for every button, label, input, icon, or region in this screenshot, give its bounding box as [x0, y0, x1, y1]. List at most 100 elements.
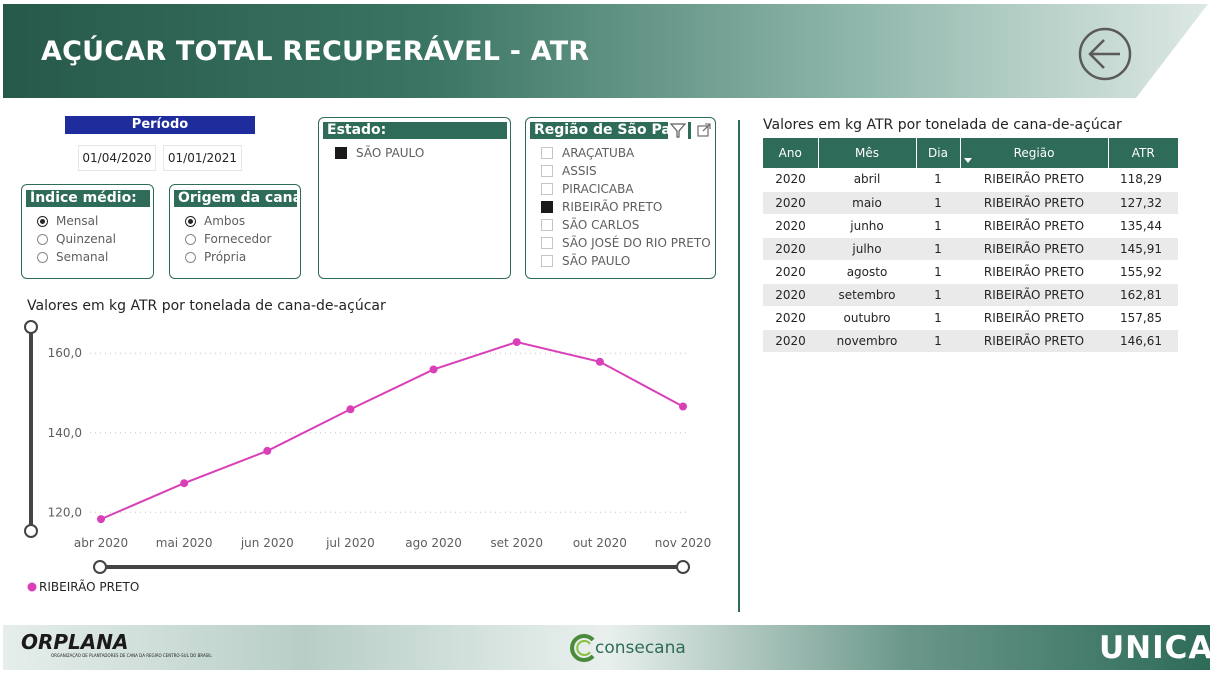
data-point[interactable]	[263, 446, 272, 455]
radio-quinzenal[interactable]: Quinzenal	[37, 231, 116, 247]
regiao-item-sao-carlos[interactable]: SÃO CARLOS	[541, 217, 639, 233]
radio-empty-icon	[37, 233, 48, 245]
x-zoom-slider-handle-right[interactable]	[676, 560, 690, 574]
filter-icon[interactable]	[668, 121, 688, 139]
header-background	[3, 4, 1208, 98]
y-zoom-slider-handle-bottom[interactable]	[24, 524, 38, 538]
cell-mes: outubro	[818, 306, 916, 330]
checkbox-label: SÃO PAULO	[356, 146, 425, 160]
column-header-dia[interactable]: Dia	[916, 138, 961, 168]
table-header-row: Ano Mês Dia Região ATR	[763, 138, 1178, 168]
consecana-logo-text: consecana	[595, 638, 686, 658]
cell-mes: julho	[818, 237, 916, 261]
data-point[interactable]	[595, 357, 604, 366]
radio-selected-icon	[185, 215, 196, 227]
cell-atr: 157,85	[1108, 306, 1178, 330]
cell-atr: 155,92	[1108, 260, 1178, 284]
origem-cana-slicer: Origem da cana:	[169, 184, 301, 279]
regiao-item-sao-paulo[interactable]: SÃO PAULO	[541, 253, 630, 269]
radio-propria[interactable]: Própria	[185, 249, 246, 265]
data-point[interactable]	[512, 338, 521, 347]
checkbox-label: ARAÇATUBA	[562, 146, 635, 160]
cell-dia: 1	[916, 214, 960, 238]
regiao-item-piracicaba[interactable]: PIRACICABA	[541, 181, 634, 197]
indice-medio-title: Índice médio:	[26, 190, 150, 207]
cell-dia: 1	[916, 237, 960, 261]
radio-label: Ambos	[204, 214, 246, 228]
radio-empty-icon	[185, 233, 196, 245]
end-date-input[interactable]: 01/01/2021	[163, 145, 242, 171]
checkbox-checked-icon	[335, 147, 347, 159]
table-row: 2020 abril 1 RIBEIRÃO PRETO 118,29	[763, 168, 1178, 192]
footer-banner: ORPLANA ORGANIZAÇÃO DE PLANTADORES DE CA…	[3, 625, 1210, 670]
orplana-logo: ORPLANA ORGANIZAÇÃO DE PLANTADORES DE CA…	[21, 631, 212, 665]
cell-ano: 2020	[763, 283, 818, 307]
table-row: 2020 julho 1 RIBEIRÃO PRETO 145,91	[763, 237, 1178, 261]
back-arrow-icon[interactable]	[1077, 26, 1133, 82]
cell-ano: 2020	[763, 191, 818, 215]
cell-dia: 1	[916, 306, 960, 330]
start-date-input[interactable]: 01/04/2020	[78, 145, 156, 171]
periodo-label: Período	[65, 116, 255, 134]
column-header-regiao[interactable]: Região	[960, 138, 1109, 168]
estado-item-sao-paulo[interactable]: SÃO PAULO	[335, 145, 424, 161]
cell-atr: 135,44	[1108, 214, 1178, 238]
cell-ano: 2020	[763, 260, 818, 284]
regiao-item-assis[interactable]: ASSIS	[541, 163, 597, 179]
radio-empty-icon	[185, 251, 196, 263]
radio-label: Semanal	[56, 250, 109, 264]
data-point[interactable]	[346, 405, 355, 414]
cell-dia: 1	[916, 168, 960, 192]
cell-regiao: RIBEIRÃO PRETO	[960, 191, 1108, 215]
radio-mensal[interactable]: Mensal	[37, 213, 98, 229]
checkbox-label: SÃO CARLOS	[562, 218, 640, 232]
regiao-item-aracatuba[interactable]: ARAÇATUBA	[541, 145, 634, 161]
checkbox-icon	[541, 255, 553, 267]
regiao-item-sao-jose-do-rio-preto[interactable]: SÃO JOSÉ DO RIO PRETO	[541, 235, 711, 251]
radio-label: Mensal	[56, 214, 99, 228]
cell-mes: setembro	[818, 283, 916, 307]
cell-mes: maio	[818, 191, 916, 215]
cell-atr: 127,32	[1108, 191, 1178, 215]
table-row: 2020 junho 1 RIBEIRÃO PRETO 135,44	[763, 214, 1178, 238]
cell-ano: 2020	[763, 329, 818, 353]
radio-fornecedor[interactable]: Fornecedor	[185, 231, 271, 247]
page-title: AÇÚCAR TOTAL RECUPERÁVEL - ATR	[41, 36, 590, 67]
cell-ano: 2020	[763, 237, 818, 261]
radio-label: Fornecedor	[204, 232, 272, 246]
cell-mes: novembro	[818, 329, 916, 353]
cell-ano: 2020	[763, 306, 818, 330]
cell-regiao: RIBEIRÃO PRETO	[960, 306, 1108, 330]
indice-medio-slicer: Índice médio:	[21, 184, 154, 279]
radio-label: Própria	[204, 250, 247, 264]
radio-ambos[interactable]: Ambos	[185, 213, 245, 229]
x-zoom-slider-handle-left[interactable]	[93, 560, 107, 574]
data-point[interactable]	[180, 479, 189, 488]
data-point[interactable]	[429, 365, 438, 374]
y-zoom-slider-handle-top[interactable]	[24, 320, 38, 334]
x-tick-label: set 2020	[490, 536, 543, 550]
header-banner: AÇÚCAR TOTAL RECUPERÁVEL - ATR	[3, 4, 1210, 98]
data-point[interactable]	[679, 402, 687, 411]
cell-regiao: RIBEIRÃO PRETO	[960, 260, 1108, 284]
checkbox-label: SÃO PAULO	[562, 254, 631, 268]
regiao-item-ribeirao-preto[interactable]: RIBEIRÃO PRETO	[541, 199, 662, 215]
focus-mode-icon[interactable]	[695, 121, 713, 139]
x-tick-label: jun 2020	[240, 536, 294, 550]
checkbox-icon	[541, 147, 553, 159]
footer-background	[3, 625, 1210, 670]
column-header-atr[interactable]: ATR	[1108, 138, 1178, 168]
column-header-mes[interactable]: Mês	[818, 138, 917, 168]
cell-ano: 2020	[763, 214, 818, 238]
data-point[interactable]	[97, 515, 105, 524]
series-line	[100, 341, 684, 521]
checkbox-label: PIRACICABA	[562, 182, 634, 196]
table-row: 2020 novembro 1 RIBEIRÃO PRETO 146,61	[763, 329, 1178, 353]
cell-dia: 1	[916, 329, 960, 353]
x-tick-label: jul 2020	[325, 536, 375, 550]
cell-atr: 118,29	[1108, 168, 1178, 192]
radio-semanal[interactable]: Semanal	[37, 249, 108, 265]
column-header-label: Região	[1013, 146, 1055, 160]
cell-regiao: RIBEIRÃO PRETO	[960, 214, 1108, 238]
column-header-ano[interactable]: Ano	[763, 138, 819, 168]
